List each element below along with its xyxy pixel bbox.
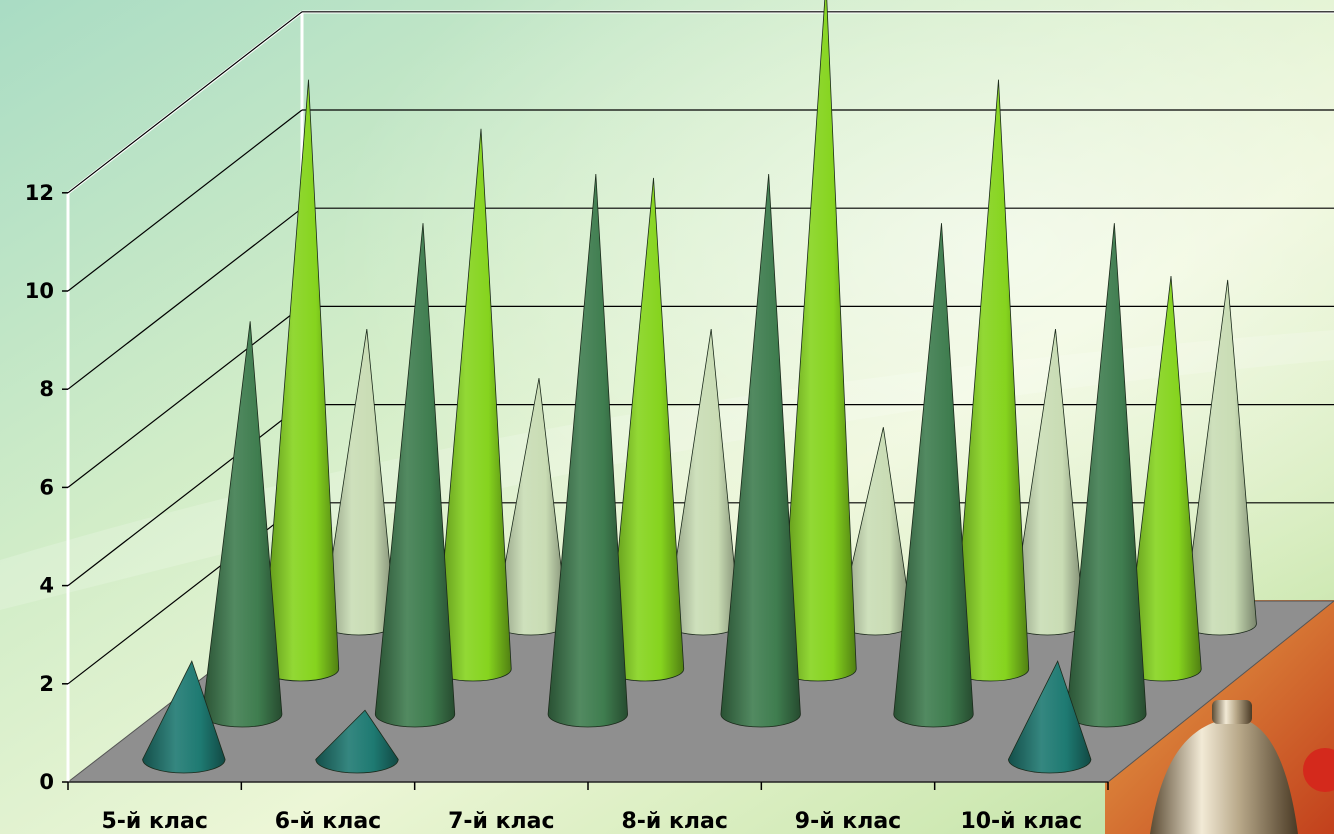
cone-bar — [893, 223, 974, 728]
gridline-side — [67, 305, 303, 488]
gridline-side — [67, 109, 303, 292]
gridline-side — [67, 404, 303, 587]
cone-bar — [315, 709, 399, 774]
y-tick-label: 2 — [39, 672, 54, 696]
x-tick-label: 8-й клас — [621, 809, 727, 834]
axis-labels: 0 2 4 6 8 10 12 5-й клас 6-й клас 7-й клас 8-й кла… — [25, 181, 1109, 834]
y-tick-label: 12 — [25, 181, 54, 205]
y-tick-label: 8 — [39, 377, 54, 401]
x-tick-label: 5-й клас — [101, 809, 207, 834]
cone-bar — [720, 173, 801, 728]
x-tick-label: 9-й клас — [795, 809, 901, 834]
x-tick-label: 7-й клас — [448, 809, 554, 834]
cone-bar — [374, 223, 456, 728]
cone-bar — [142, 660, 226, 774]
x-tick-label: 6-й клас — [275, 809, 381, 834]
gridline-side — [67, 207, 303, 390]
cone-bar — [547, 173, 628, 728]
y-tick-label: 4 — [39, 574, 54, 598]
y-tick-label: 0 — [39, 770, 54, 794]
background-swoosh — [0, 330, 1334, 610]
x-tick-label: 10-й клас — [960, 809, 1082, 834]
gridline-side — [67, 11, 303, 194]
cone-bar — [1008, 660, 1092, 774]
y-tick-label: 6 — [39, 475, 54, 499]
y-tick-label: 10 — [25, 279, 54, 303]
cones — [142, 0, 1257, 774]
